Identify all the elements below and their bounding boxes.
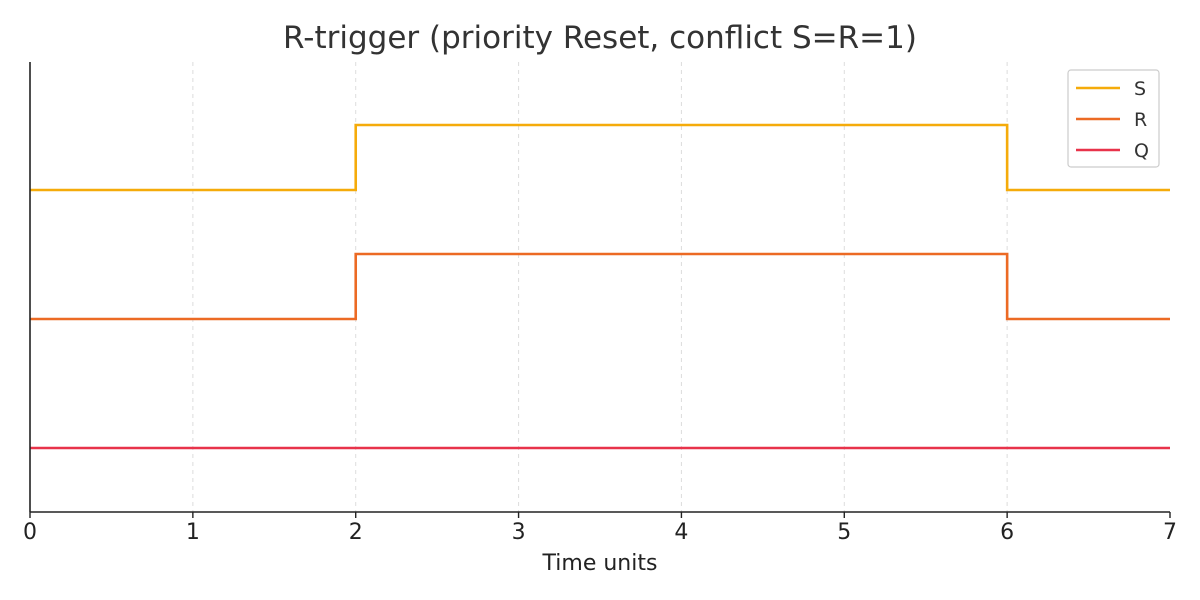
x-tick-label: 6	[1000, 520, 1014, 545]
series-line-r	[30, 252, 1170, 321]
x-tick-label: 5	[837, 520, 851, 545]
legend-label-r: R	[1134, 109, 1147, 131]
legend: SRQ	[1067, 69, 1160, 168]
series-line-s	[30, 123, 1170, 192]
x-tick-label: 4	[674, 520, 688, 545]
x-tick-label: 2	[349, 520, 363, 545]
legend-items: SRQ	[1076, 78, 1149, 162]
x-axis-label: Time units	[542, 551, 658, 576]
x-tick-label: 0	[23, 520, 37, 545]
plot-series	[30, 123, 1170, 450]
x-tick-label: 3	[512, 520, 526, 545]
chart-title: R-trigger (priority Reset, conflict S=R=…	[283, 20, 917, 56]
x-axis-ticks: 0 1 2 3 4 5 6 7	[23, 512, 1177, 545]
grid-lines	[192, 62, 1008, 512]
x-tick-label: 1	[186, 520, 200, 545]
legend-label-s: S	[1134, 78, 1146, 100]
x-tick-label: 7	[1163, 520, 1177, 545]
legend-label-q: Q	[1134, 140, 1149, 162]
